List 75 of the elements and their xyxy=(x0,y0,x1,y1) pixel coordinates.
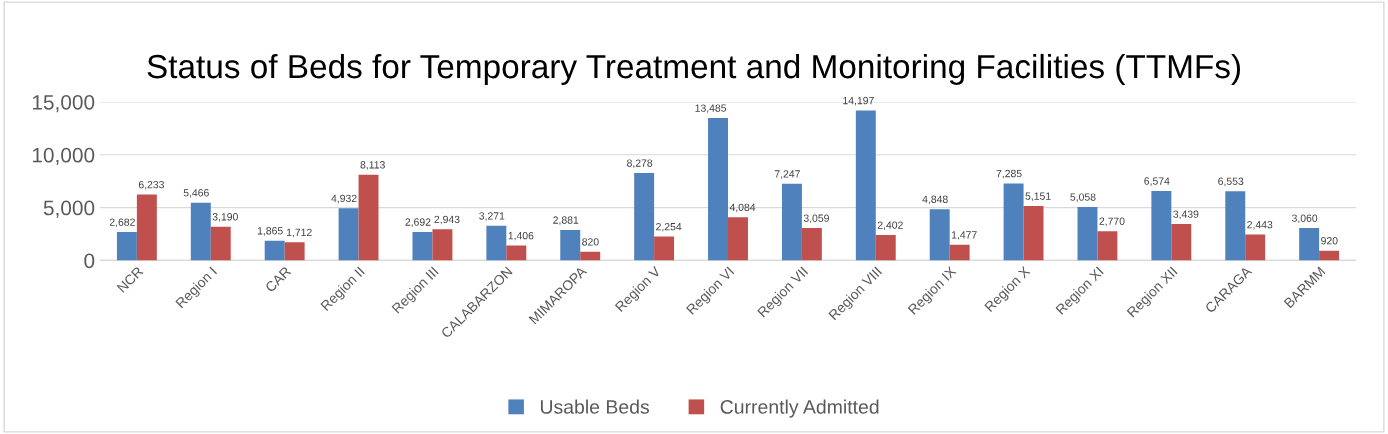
chart-title: Status of Beds for Temporary Treatment and Monitoring Facilities (TTMFs) xyxy=(147,53,1241,85)
data-label: 6,233 xyxy=(138,180,164,190)
data-label: 2,402 xyxy=(877,221,903,231)
data-label: 5,151 xyxy=(1025,192,1051,202)
bar xyxy=(432,229,453,261)
y-tick-label: 10,000 xyxy=(32,147,95,166)
data-label: 13,485 xyxy=(695,104,727,113)
bar xyxy=(1151,190,1172,261)
data-label: 1,477 xyxy=(951,231,977,240)
data-label: 2,682 xyxy=(109,218,135,228)
data-label: 1,712 xyxy=(286,228,312,238)
data-label: 920 xyxy=(1321,237,1338,245)
bar xyxy=(486,225,507,261)
data-label: 4,084 xyxy=(729,203,756,213)
data-label: 820 xyxy=(582,238,599,246)
data-label: 5,466 xyxy=(183,189,209,198)
y-tick-label: 15,000 xyxy=(32,94,95,113)
bar xyxy=(116,232,137,261)
bar xyxy=(1319,250,1340,261)
data-label: 14,197 xyxy=(843,96,874,106)
data-label: 1,406 xyxy=(508,231,534,241)
bar xyxy=(1023,206,1044,261)
data-label: 6,553 xyxy=(1218,177,1244,187)
data-label: 8,113 xyxy=(360,161,385,170)
bar xyxy=(210,226,231,261)
data-label: 6,574 xyxy=(1144,177,1170,186)
bar xyxy=(1299,228,1320,261)
bar xyxy=(338,208,359,261)
data-label: 3,271 xyxy=(479,212,505,221)
bar xyxy=(1097,231,1118,261)
bar xyxy=(190,202,211,261)
bar xyxy=(949,244,970,261)
bar xyxy=(781,183,802,261)
data-label: 2,770 xyxy=(1099,217,1125,227)
data-label: 1,865 xyxy=(257,227,283,236)
data-label: 2,254 xyxy=(656,222,682,232)
bar xyxy=(875,235,896,261)
bar xyxy=(801,228,822,261)
y-tick-label: 5,000 xyxy=(43,200,95,218)
bar xyxy=(1245,234,1266,261)
bar xyxy=(284,242,305,261)
data-label: 5,058 xyxy=(1070,193,1096,202)
bar xyxy=(855,110,876,261)
bar xyxy=(264,240,285,261)
bar xyxy=(1077,206,1098,261)
data-label: 7,247 xyxy=(774,170,800,179)
data-label: 2,881 xyxy=(553,216,579,225)
bar xyxy=(708,117,729,261)
bar xyxy=(728,217,748,261)
data-label: 7,285 xyxy=(996,169,1022,179)
bar xyxy=(1003,183,1024,261)
data-label: 2,692 xyxy=(405,218,431,227)
bar xyxy=(1171,224,1192,261)
data-label: 3,439 xyxy=(1173,210,1199,220)
legend-label: Currently Admitted xyxy=(720,399,879,418)
bar xyxy=(136,194,157,261)
bar xyxy=(412,231,433,261)
legend-label: Usable Beds xyxy=(540,399,650,414)
bar xyxy=(929,209,950,261)
data-label: 3,190 xyxy=(212,213,238,222)
bar xyxy=(580,251,601,261)
bar xyxy=(634,172,655,261)
y-tick-label: 0 xyxy=(84,253,95,269)
data-label: 3,060 xyxy=(1291,214,1318,224)
data-label: 3,059 xyxy=(803,214,829,224)
data-label: 4,848 xyxy=(922,195,948,205)
bar xyxy=(560,229,581,261)
data-label: 8,278 xyxy=(627,159,653,168)
data-label: 4,932 xyxy=(331,194,357,204)
bar xyxy=(1225,191,1246,261)
data-label: 2,443 xyxy=(1247,221,1273,230)
bar xyxy=(506,245,527,261)
data-label: 2,943 xyxy=(434,215,460,225)
bar xyxy=(358,174,379,261)
bar xyxy=(654,236,675,261)
